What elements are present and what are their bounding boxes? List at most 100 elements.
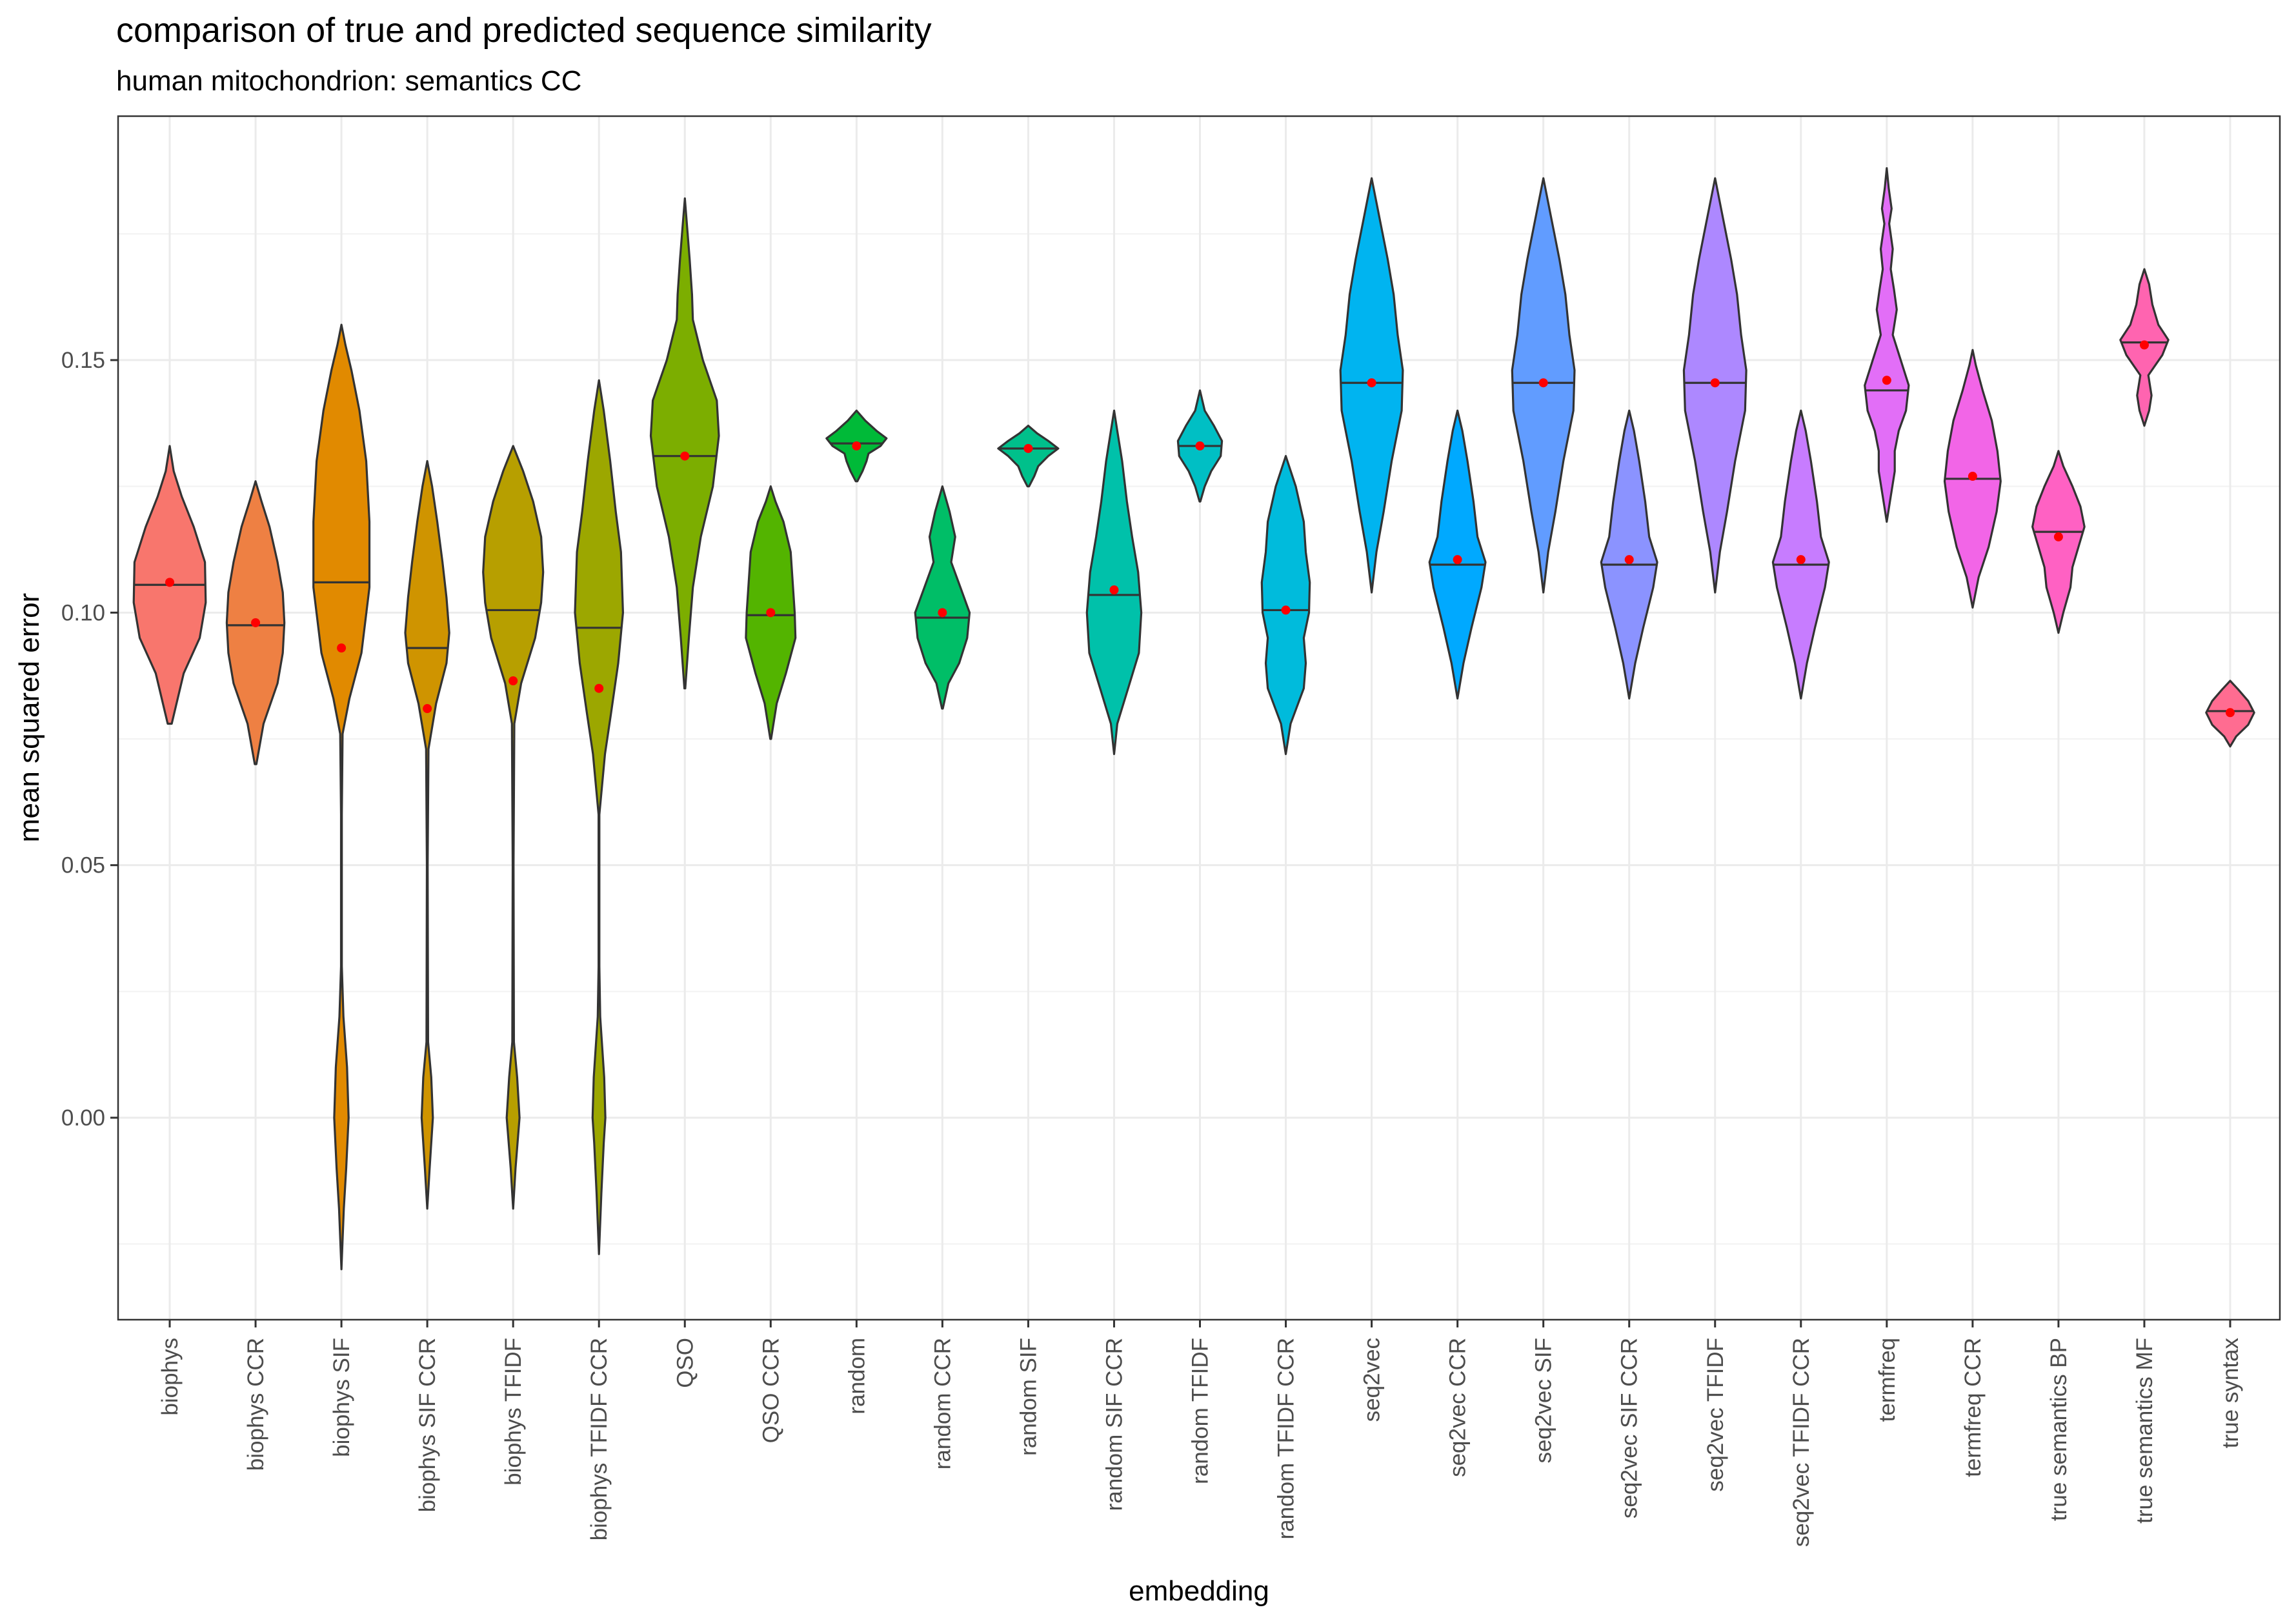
x-tick-label: random [844, 1338, 869, 1415]
x-tick-label: QSO CCR [758, 1338, 783, 1443]
violin-mean-point [1538, 378, 1548, 388]
violin [1260, 455, 1311, 756]
violin-body [1771, 409, 1830, 700]
violin [997, 425, 1060, 488]
x-tick-label: termfreq CCR [1960, 1338, 1986, 1477]
violin-body [1864, 167, 1910, 523]
violin-body [574, 379, 624, 1255]
violin-mean-point [1968, 472, 1977, 481]
violins [132, 167, 2255, 1271]
x-tick-label: seq2vec TFIDF [1703, 1338, 1728, 1492]
x-tick-label: biophys TFIDF [501, 1338, 526, 1486]
x-tick-label: biophys SIF [329, 1338, 354, 1457]
violin [914, 485, 971, 710]
violin-mean-point [1195, 441, 1205, 451]
y-tick-label: 0.10 [61, 600, 105, 625]
violin [1943, 348, 2002, 609]
x-tick-label: termfreq [1875, 1338, 1900, 1422]
violin [1339, 177, 1404, 594]
chart-subtitle: human mitochondrion: semantics CC [116, 65, 581, 97]
violin [2119, 268, 2170, 427]
x-tick-label: random SIF CCR [1102, 1338, 1127, 1511]
violin-mean-point [1710, 378, 1720, 388]
violin-mean-point [1109, 585, 1119, 595]
violin-body [1085, 409, 1143, 756]
x-tick-label: QSO [672, 1338, 698, 1388]
violin-mean-point [680, 451, 690, 461]
violin [825, 409, 888, 483]
x-tick-label: true syntax [2218, 1338, 2243, 1449]
violin [225, 480, 286, 765]
y-tick-label: 0.00 [61, 1105, 105, 1131]
violin [574, 379, 624, 1255]
violin [482, 445, 545, 1210]
violin-mean-point [2139, 340, 2149, 350]
violin [649, 197, 720, 690]
violin-body [914, 485, 971, 710]
x-tick-label: random SIF [1016, 1338, 1041, 1456]
violin [1682, 177, 1747, 594]
x-axis-title: embedding [1129, 1575, 1269, 1607]
violin [2205, 680, 2255, 748]
violin-body [1600, 409, 1658, 700]
violin-body [997, 425, 1060, 488]
violin [312, 323, 371, 1271]
violin-mean-point [1281, 605, 1291, 615]
violin-mean-point [165, 578, 174, 587]
violin-mean-point [2226, 708, 2235, 718]
violin-mean-point [251, 618, 261, 627]
x-tick-label: random TFIDF [1188, 1338, 1213, 1484]
violin-body [1428, 409, 1487, 700]
violin-mean-point [1367, 378, 1376, 388]
violin-mean-point [2053, 532, 2063, 541]
violin-mean-point [1624, 555, 1634, 565]
violin [1176, 389, 1224, 503]
violin-mean-point [766, 608, 776, 618]
violin-mean-point [509, 676, 518, 685]
y-tick-label: 0.15 [61, 348, 105, 373]
violin [1428, 409, 1487, 700]
violin [1771, 409, 1830, 700]
x-tick-label: true semantics MF [2132, 1338, 2157, 1524]
violin-mean-point [337, 643, 347, 653]
x-tick-label: true semantics BP [2046, 1338, 2071, 1521]
violin [1511, 177, 1576, 594]
violin-mean-point [852, 441, 861, 451]
violin [2031, 450, 2086, 634]
x-tick-label: random TFIDF CCR [1274, 1338, 1299, 1539]
violin-body [312, 323, 371, 1271]
x-tick-label: biophys TFIDF CCR [587, 1338, 612, 1540]
y-tick-label: 0.05 [61, 853, 105, 878]
violin-body [2031, 450, 2086, 634]
violin [132, 445, 207, 725]
violin [745, 485, 797, 740]
violin [1864, 167, 1910, 523]
violin [1085, 409, 1143, 756]
violin-body [1260, 455, 1311, 756]
chart-title: comparison of true and predicted sequenc… [116, 11, 932, 50]
violin-mean-point [1023, 443, 1033, 453]
violin [1600, 409, 1658, 700]
violin-body [649, 197, 720, 690]
violin-mean-point [938, 608, 947, 618]
x-tick-label: biophys SIF CCR [415, 1338, 440, 1512]
x-axis: biophys biophys CCR biophys SIF biophys SIF… [157, 1320, 2243, 1547]
violin-body [482, 445, 545, 1210]
x-tick-label: seq2vec SIF [1531, 1338, 1556, 1464]
violin [404, 459, 450, 1210]
violin-mean-point [594, 683, 604, 693]
violin-mean-point [1453, 555, 1462, 565]
x-tick-label: seq2vec SIF CCR [1617, 1338, 1642, 1518]
x-tick-label: biophys CCR [243, 1338, 268, 1471]
x-tick-label: seq2vec CCR [1445, 1338, 1471, 1477]
x-tick-label: seq2vec TFIDF CCR [1789, 1338, 1814, 1547]
x-tick-label: seq2vec [1360, 1338, 1385, 1422]
y-axis-title: mean squared error [14, 593, 45, 842]
violin-mean-point [423, 704, 432, 714]
x-tick-label: random CCR [930, 1338, 955, 1469]
violin-mean-point [1796, 555, 1806, 565]
violin-mean-point [1882, 376, 1891, 385]
y-axis: 0.00 0.05 0.10 0.15 [61, 348, 118, 1131]
